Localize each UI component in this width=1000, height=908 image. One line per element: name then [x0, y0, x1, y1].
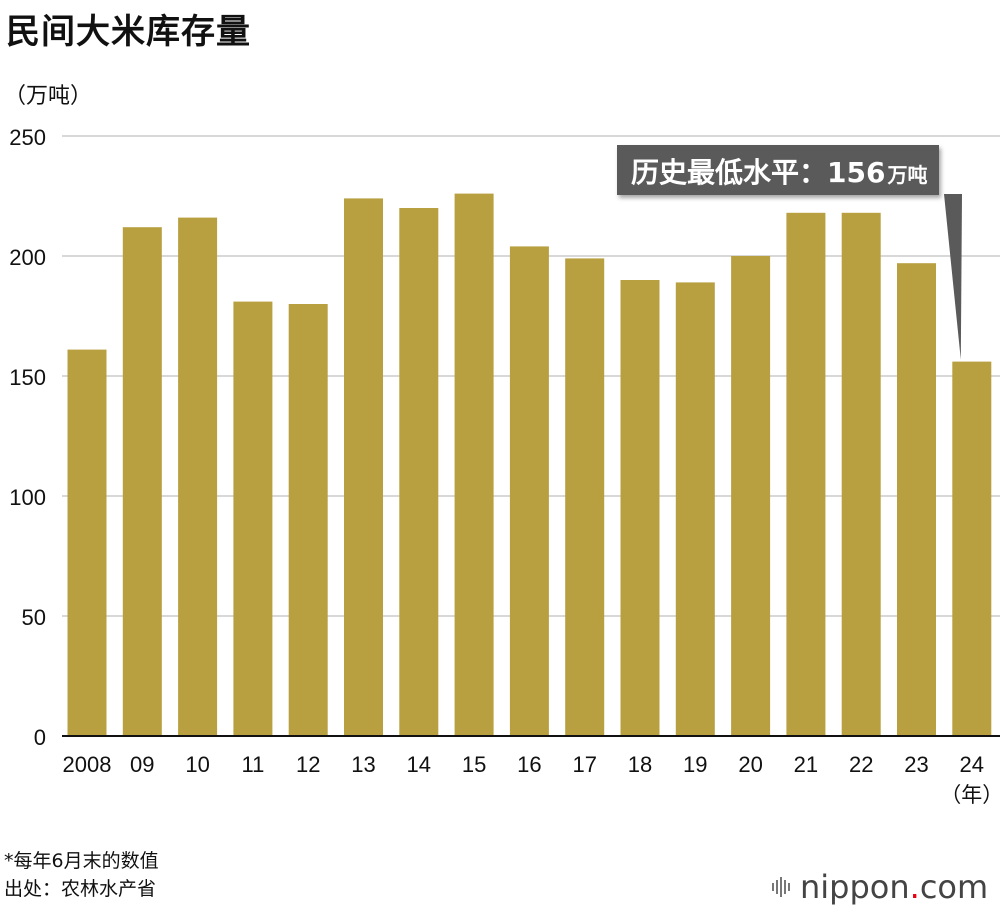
bar	[620, 280, 660, 736]
bar	[897, 263, 936, 736]
x-axis-unit-label: （年）	[940, 783, 1000, 807]
bar	[841, 212, 881, 737]
y-axis-unit-label: （万吨）	[4, 84, 93, 109]
x-tick-label: 13	[351, 752, 375, 777]
bar	[675, 282, 715, 736]
x-tick-label: 17	[572, 752, 596, 777]
bar	[288, 304, 328, 736]
x-tick-label: 22	[849, 752, 873, 777]
x-tick-label: 21	[794, 752, 818, 777]
x-tick-label: 09	[130, 752, 154, 777]
nippon-logo: nippon. com	[772, 868, 988, 906]
y-tick-label: 150	[9, 365, 46, 390]
x-tick-label: 19	[683, 752, 707, 777]
bar	[952, 361, 992, 736]
bar	[509, 246, 549, 736]
footnote: *每年6月末的数值	[4, 850, 159, 872]
y-tick-label: 0	[34, 725, 46, 750]
source-note: 出处：农林水产省	[4, 878, 157, 900]
bar	[731, 256, 771, 736]
brand-dot: .	[909, 868, 920, 906]
y-tick-label: 100	[9, 485, 46, 510]
x-tick-label: 16	[517, 752, 541, 777]
x-tick-label: 18	[628, 752, 652, 777]
callout-main-text: 历史最低水平：156	[631, 156, 886, 189]
y-tick-label: 250	[9, 125, 46, 150]
y-tick-label: 50	[22, 605, 46, 630]
bar	[67, 349, 107, 736]
callout-pointer-triangle	[944, 194, 962, 360]
bar	[399, 208, 439, 736]
x-tick-label: 15	[462, 752, 486, 777]
bar	[178, 217, 218, 737]
callout-pointer	[944, 194, 962, 360]
bar	[565, 258, 605, 736]
chart-title: 民间大米库存量	[6, 12, 251, 52]
x-tick-label: 23	[904, 752, 928, 777]
bars	[67, 193, 992, 737]
axes: 0 50 100 150 200 250 2008 09 10 11 12 13 14 15 16 17 18 1…	[9, 125, 1000, 807]
bar	[233, 301, 273, 736]
x-tick-label: 14	[407, 752, 431, 777]
brand-name: nippon	[800, 868, 910, 906]
bar	[786, 212, 826, 737]
callout-unit-text: 万吨	[887, 163, 928, 187]
x-tick-label: 10	[185, 752, 209, 777]
x-tick-label: 12	[296, 752, 320, 777]
sound-wave-icon	[772, 877, 792, 897]
x-tick-label: 2008	[63, 752, 112, 777]
x-tick-label: 11	[241, 752, 264, 777]
y-tick-label: 200	[9, 245, 46, 270]
bar	[454, 193, 494, 737]
brand-tld: com	[919, 868, 989, 906]
bar	[122, 227, 162, 736]
bar	[344, 198, 383, 736]
annotation-callout: 历史最低水平：156 万吨	[617, 145, 940, 195]
x-tick-label: 20	[738, 752, 762, 777]
x-tick-label: 24	[960, 752, 984, 777]
